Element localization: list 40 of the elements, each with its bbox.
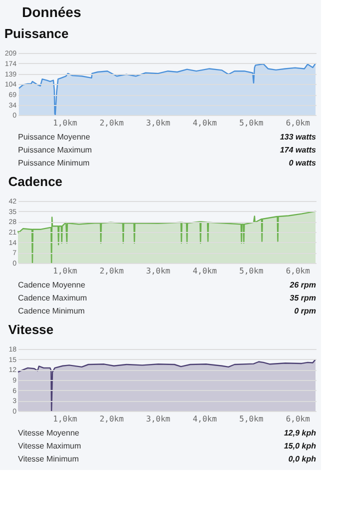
x-tick-label: 4,0km [192,266,217,276]
text: Cadence Maximum [18,294,88,302]
text: 12,9 kph [284,428,316,438]
text: 0 watts [288,158,317,168]
text: 35 rpm [290,294,316,302]
x-tick-label: 1,0km [53,414,78,424]
text: 174 watts [280,146,317,154]
x-tick-label: 6,0km [286,118,310,128]
x-tick-label: 6,0km [286,266,310,276]
text: 26 rpm [288,280,316,290]
chart-title: Vitesse [8,322,54,337]
x-tick-label: 1,0km [53,118,78,128]
x-tick-label: 4,0km [192,118,217,128]
x-tick-label: 3,0km [146,118,170,128]
x-tick-label: 2,0km [100,414,124,424]
text: Données [22,4,82,20]
text: Puissance Moyenne [18,132,91,142]
x-tick-label: 6,0km [286,414,310,424]
text: Puissance Maximum [18,146,92,154]
x-tick-label: 3,0km [146,414,170,424]
text: Puissance Minimum [18,158,90,168]
text: 133 watts [280,132,317,142]
text: Vitesse Moyenne [18,428,80,438]
text: Cadence Moyenne [18,280,86,290]
x-tick-label: 3,0km [146,266,170,276]
x-tick-label: 5,0km [239,266,264,276]
text: Vitesse Maximum [18,442,82,450]
text: 0 rpm [294,306,316,316]
x-tick-label: 1,0km [53,266,78,276]
x-tick-label: 5,0km [239,414,264,424]
chart-title: Puissance [4,26,69,41]
text: Vitesse Minimum [18,454,80,464]
x-tick-label: 2,0km [100,266,124,276]
text: 0,0 kph [288,454,316,464]
x-tick-label: 4,0km [192,414,217,424]
text: 15,0 kph [284,442,316,450]
x-tick-label: 5,0km [239,118,264,128]
text: Cadence Minimum [18,306,86,316]
chart-title: Cadence [8,174,62,189]
x-tick-label: 2,0km [100,118,124,128]
